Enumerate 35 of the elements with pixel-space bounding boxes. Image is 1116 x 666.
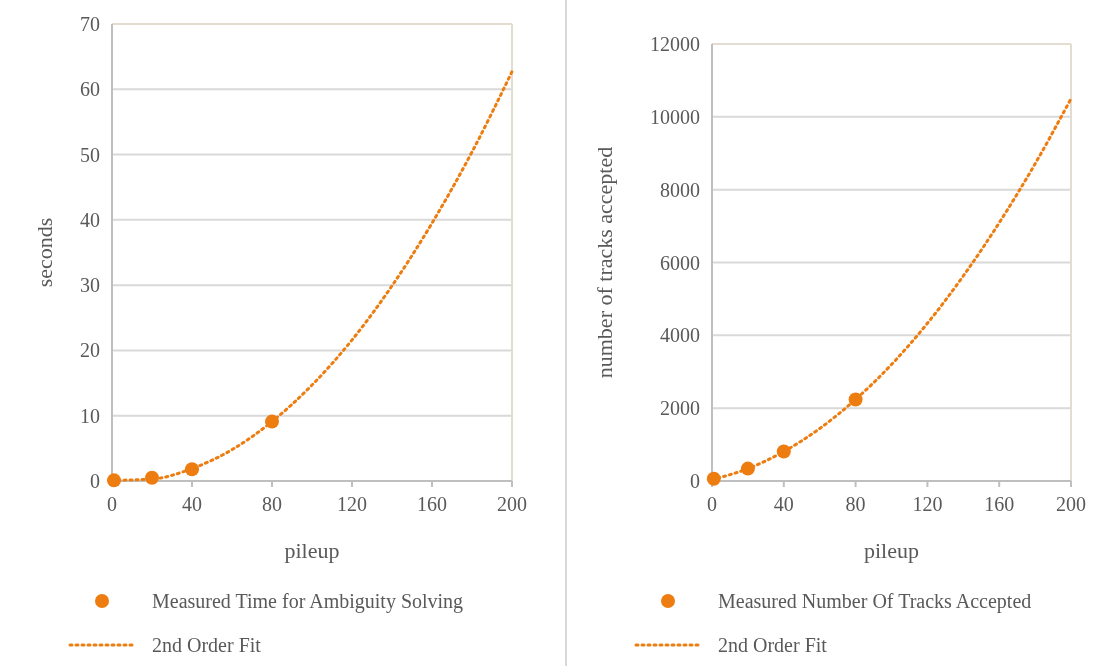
y-axis-title: seconds (32, 217, 57, 288)
x-tick-label: 80 (845, 493, 866, 515)
x-axis-title: pileup (864, 538, 919, 563)
y-tick-label: 2000 (660, 397, 700, 420)
y-tick-label: 6000 (660, 251, 700, 274)
x-tick-label: 120 (337, 493, 367, 515)
x-tick-label: 200 (1056, 493, 1086, 515)
x-tick-label: 40 (773, 493, 794, 515)
x-tick-label: 0 (707, 493, 717, 515)
y-tick-label: 0 (690, 470, 700, 492)
x-axis-title: pileup (284, 538, 340, 563)
y-tick-label: 0 (90, 470, 100, 492)
legend-label: Measured Number Of Tracks Accepted (718, 590, 1032, 613)
y-axis-title: number of tracks accepted (592, 146, 617, 379)
y-tick-label: 50 (80, 143, 100, 166)
y-tick-label: 8000 (660, 178, 700, 201)
legend-label: 2nd Order Fit (718, 634, 828, 656)
x-tick-label: 160 (984, 493, 1015, 515)
y-tick-label: 40 (80, 208, 100, 231)
y-tick-label: 10000 (650, 105, 700, 128)
y-tick-label: 30 (80, 274, 100, 297)
y-tick-label: 12000 (650, 33, 700, 55)
x-tick-label: 80 (262, 493, 282, 515)
y-tick-label: 60 (80, 78, 100, 101)
x-tick-label: 200 (497, 493, 527, 515)
y-tick-label: 20 (80, 339, 100, 362)
y-tick-label: 70 (80, 13, 100, 35)
y-tick-label: 10 (80, 404, 100, 427)
x-tick-label: 120 (912, 493, 943, 515)
legend-label: Measured Time for Ambiguity Solving (152, 590, 464, 613)
x-tick-label: 0 (107, 493, 117, 515)
x-tick-label: 40 (182, 493, 202, 515)
y-tick-label: 4000 (660, 324, 700, 347)
x-tick-label: 160 (417, 493, 447, 515)
legend-label: 2nd Order Fit (152, 634, 262, 656)
